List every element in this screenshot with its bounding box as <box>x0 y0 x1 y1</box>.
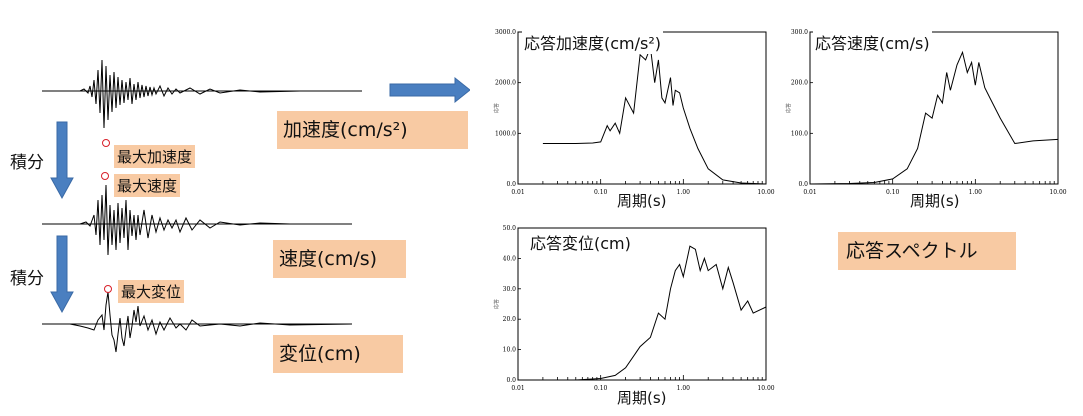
x-tick-label: 10.00 <box>757 189 774 196</box>
x-tick-label: 0.10 <box>594 385 608 392</box>
response-displacement-chart: 0.01 0.10 1.00 10.00 0.0 10.0 20.0 30.0 40.0 50.0… <box>493 225 775 392</box>
y-tick-label: 40.0 <box>503 255 517 262</box>
xaxis-title-velocity: 周期(s) <box>910 192 960 210</box>
integration-arrow-1 <box>50 121 74 200</box>
y-tick-label: 10.0 <box>503 347 517 354</box>
xaxis-title-acceleration: 周期(s) <box>617 192 667 210</box>
y-axis-label: 応答 <box>493 299 500 309</box>
y-tick-label: 200.0 <box>791 80 808 87</box>
y-tick-label: 3000.0 <box>495 29 516 36</box>
spectrum-arrow <box>389 76 470 104</box>
x-tick-label: 10.00 <box>1049 189 1066 196</box>
chart-title-velocity: 応答速度(cm/s) <box>813 30 932 54</box>
y-axis-label: 応答 <box>493 103 500 113</box>
velocity-label: 速度(cm/s) <box>273 240 406 278</box>
y-tick-label: 300.0 <box>791 29 808 36</box>
acceleration-label: 加速度(cm/s²) <box>277 111 468 149</box>
xaxis-title-displacement: 周期(s) <box>617 389 667 407</box>
y-tick-label: 1000.0 <box>495 130 516 137</box>
displacement-waveform <box>42 291 353 353</box>
waveforms-svg <box>42 59 470 353</box>
x-tick-label: 0.10 <box>886 189 900 196</box>
plot-frame <box>517 31 767 185</box>
displacement-label: 変位(cm) <box>273 335 403 373</box>
y-tick-label: 2000.0 <box>495 80 516 87</box>
velocity-waveform <box>42 184 352 256</box>
x-tick-label: 1.00 <box>677 385 691 392</box>
max-displacement-label: 最大変位 <box>118 280 185 303</box>
integrate-label-2: 積分 <box>10 269 44 289</box>
plot-frame <box>809 31 1059 185</box>
y-tick-label: 0.0 <box>798 181 808 188</box>
y-tick-label: 0.0 <box>506 377 516 384</box>
y-tick-label: 30.0 <box>503 286 517 293</box>
spectrum-line <box>542 47 767 185</box>
x-tick-label: 0.01 <box>803 189 816 196</box>
max-acceleration-marker <box>102 139 110 147</box>
max-displacement-marker <box>104 285 112 293</box>
x-tick-label: 0.01 <box>511 385 524 392</box>
x-tick-label: 1.00 <box>969 189 983 196</box>
spectrum-label: 応答スペクトル <box>838 232 1016 270</box>
x-tick-label: 10.00 <box>757 385 774 392</box>
plot-frame <box>517 227 767 381</box>
chart-title-acceleration: 応答加速度(cm/s²) <box>522 30 664 54</box>
y-axis-label: 応答 <box>785 103 792 113</box>
max-velocity-marker <box>101 172 109 180</box>
x-tick-label: 0.10 <box>594 189 608 196</box>
chart-title-displacement: 応答変位(cm) <box>528 230 633 254</box>
acceleration-waveform <box>42 59 362 129</box>
y-tick-label: 100.0 <box>791 130 808 137</box>
response-velocity-chart: 0.01 0.10 1.00 10.00 0.0 100.0 200.0 300.0 応答 <box>785 29 1067 196</box>
x-tick-label: 1.00 <box>677 189 691 196</box>
max-acceleration-label: 最大加速度 <box>114 145 196 168</box>
x-tick-label: 0.01 <box>511 189 524 196</box>
spectrum-line <box>809 50 1059 185</box>
y-tick-label: 0.0 <box>506 181 516 188</box>
integration-arrow-2 <box>50 235 74 314</box>
spectrum-line <box>575 245 767 381</box>
y-tick-label: 50.0 <box>503 225 517 232</box>
integrate-label-1: 積分 <box>10 153 44 173</box>
y-tick-label: 20.0 <box>503 316 517 323</box>
max-velocity-label: 最大速度 <box>114 174 181 197</box>
